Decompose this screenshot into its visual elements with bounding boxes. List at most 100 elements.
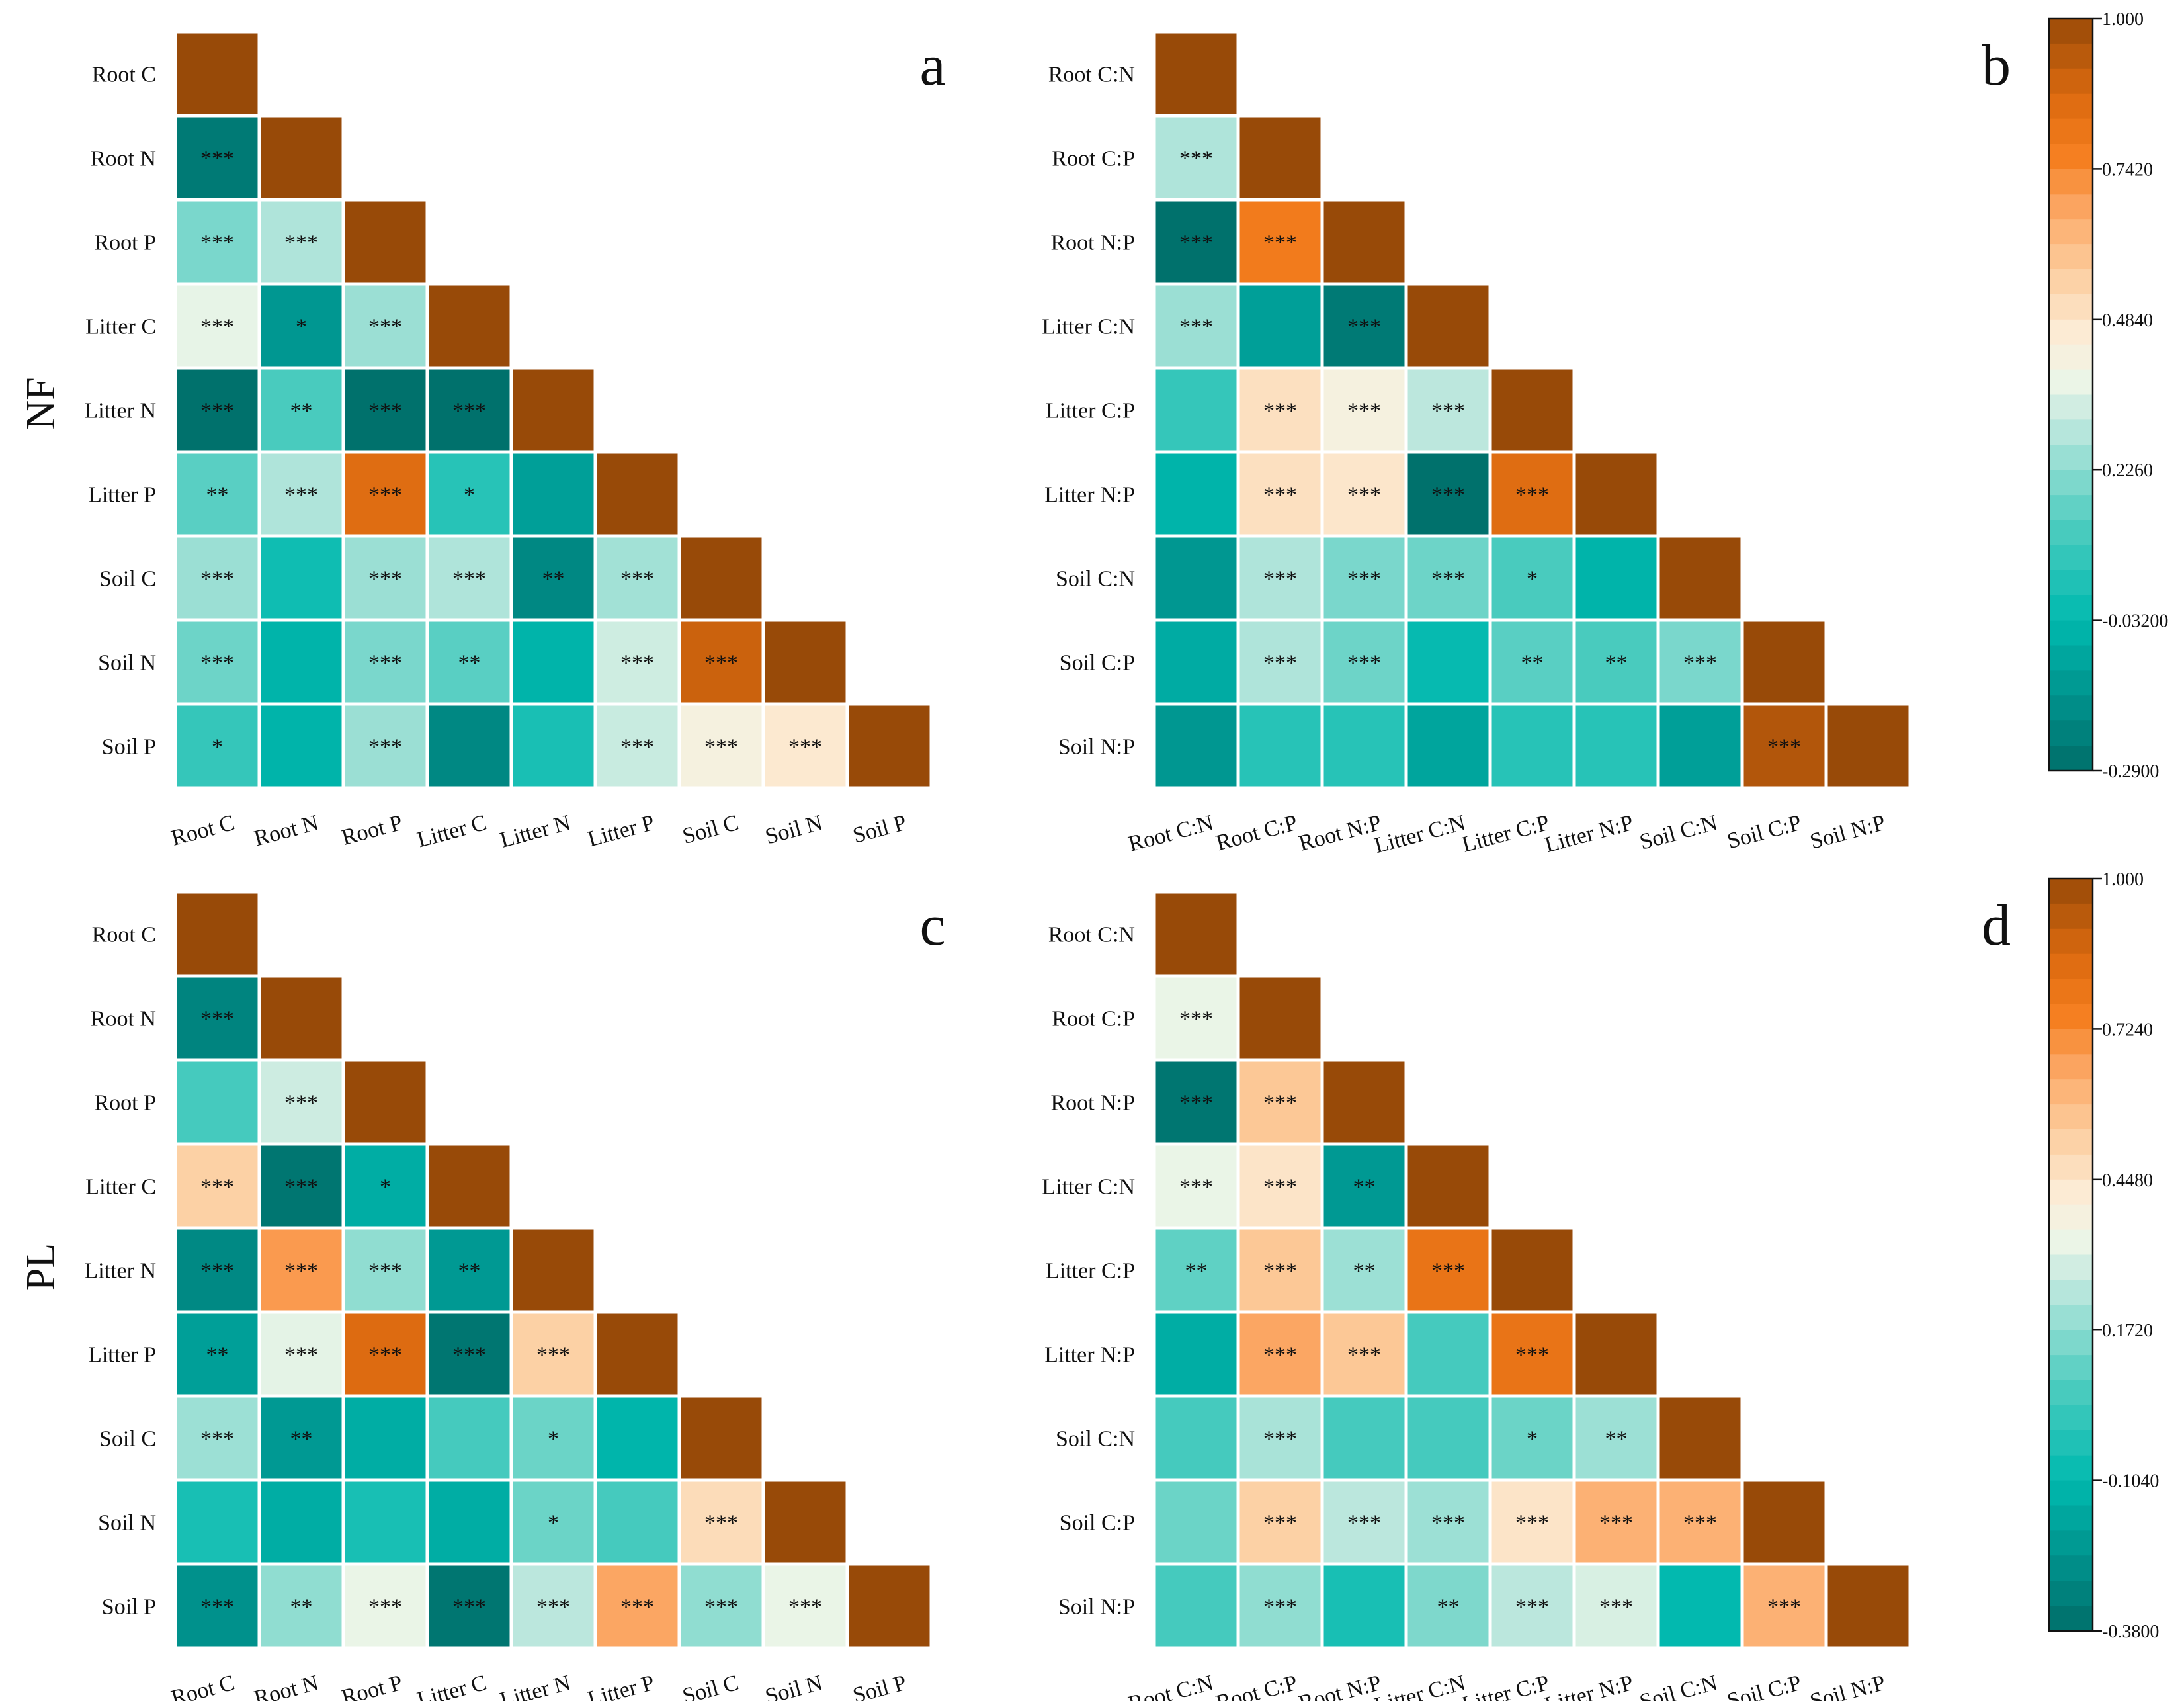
- heatmap-cell: [425, 1142, 513, 1230]
- heatmap-cell: [761, 1478, 849, 1566]
- colorbar-swatch: [2049, 269, 2093, 295]
- panel-letter: b: [1982, 34, 2011, 98]
- heatmap-cell: [173, 1058, 261, 1146]
- significance-label: ***: [200, 1259, 234, 1284]
- significance-label: ***: [704, 1511, 738, 1536]
- heatmap-cell: [1404, 1142, 1492, 1230]
- significance-label: ***: [1263, 399, 1297, 423]
- colorbar-swatch: [2049, 1455, 2093, 1481]
- colorbar-swatch: [2049, 620, 2093, 646]
- significance-label: ***: [704, 735, 738, 760]
- heatmap-cell: [425, 618, 513, 706]
- significance-label: ***: [1263, 1259, 1297, 1284]
- significance-label: ***: [1683, 651, 1717, 676]
- heatmap-cell: [1320, 702, 1408, 790]
- significance-label: ***: [284, 1259, 318, 1284]
- significance-label: *: [548, 1511, 559, 1536]
- heatmap-cell: [1404, 1310, 1492, 1398]
- heatmap-cell: [1656, 1394, 1744, 1482]
- heatmap-cell: [1152, 1394, 1240, 1482]
- heatmap-cell: [1152, 450, 1240, 538]
- significance-label: ***: [1767, 1595, 1801, 1620]
- heatmap-cell: [173, 1478, 261, 1566]
- y-tick-label: Soil N: [98, 1511, 156, 1536]
- heatmap-cell: [1236, 450, 1324, 538]
- significance-label: ***: [1431, 1511, 1465, 1536]
- colorbar-swatch: [2049, 928, 2093, 955]
- significance-label: ***: [1179, 1175, 1213, 1199]
- heatmap-cell: [677, 534, 765, 622]
- significance-label: ***: [1431, 399, 1465, 423]
- significance-label: ***: [200, 1427, 234, 1452]
- panel-letter: d: [1982, 894, 2011, 958]
- colorbar-tick-label: 0.4840: [2102, 310, 2153, 331]
- heatmap-cell: [1236, 534, 1324, 622]
- y-tick-label: Litter C: [85, 315, 156, 339]
- colorbar-swatch: [2049, 1054, 2093, 1080]
- heatmap-cell: [1152, 1058, 1240, 1146]
- heatmap-cell: [1236, 702, 1324, 790]
- row-title-pl: PL: [19, 1243, 63, 1291]
- colorbar-swatch: [2049, 979, 2093, 1005]
- heatmap-cell: [1572, 534, 1660, 622]
- colorbar-swatch: [2049, 879, 2093, 904]
- heatmap-cell: [1320, 1478, 1408, 1566]
- heatmap-cell: [1236, 282, 1324, 370]
- heatmap-cell: [173, 974, 261, 1062]
- significance-label: ***: [368, 1259, 402, 1284]
- significance-label: ***: [200, 231, 234, 255]
- significance-label: ***: [368, 567, 402, 591]
- significance-label: ***: [200, 399, 234, 423]
- heatmap-cell: [425, 1394, 513, 1482]
- significance-label: **: [1353, 1175, 1376, 1199]
- colorbar-swatch: [2049, 1254, 2093, 1280]
- heatmap-cell: [425, 1562, 513, 1650]
- heatmap-cell: [341, 1058, 429, 1146]
- heatmap-cell: [1152, 30, 1240, 118]
- heatmap-cell: [1740, 618, 1828, 706]
- heatmap-cell: [593, 450, 681, 538]
- y-tick-label: Root C:P: [1052, 1007, 1135, 1031]
- significance-label: ***: [1263, 483, 1297, 507]
- significance-label: ***: [368, 735, 402, 760]
- heatmap-cell: [593, 534, 681, 622]
- y-tick-label: Root C: [92, 923, 156, 947]
- heatmap-cell: [1152, 1478, 1240, 1566]
- heatmap-cell: [1404, 366, 1492, 454]
- colorbar-swatch: [2049, 244, 2093, 270]
- significance-label: ***: [452, 399, 486, 423]
- significance-label: ***: [536, 1343, 570, 1368]
- colorbar-swatch: [2049, 1581, 2093, 1606]
- heatmap-cell: [1740, 1478, 1828, 1566]
- significance-label: ***: [620, 1595, 654, 1620]
- significance-label: ***: [1431, 1259, 1465, 1284]
- significance-label: ***: [200, 567, 234, 591]
- heatmap-cell: [257, 1226, 345, 1314]
- y-tick-label: Soil C: [99, 1427, 156, 1452]
- heatmap-cell: [173, 366, 261, 454]
- colorbar-swatch: [2049, 219, 2093, 245]
- heatmap-cell: [1236, 1142, 1324, 1230]
- significance-label: **: [1605, 1427, 1628, 1452]
- colorbar-swatch: [2049, 520, 2093, 546]
- heatmap-cell: [257, 1562, 345, 1650]
- heatmap-cell: [1572, 1310, 1660, 1398]
- colorbar-swatch: [2049, 953, 2093, 980]
- heatmap-cell: [1488, 1226, 1576, 1314]
- colorbar-tick-label: 0.4480: [2102, 1170, 2153, 1191]
- heatmap-cell: [1320, 1394, 1408, 1482]
- colorbar-tick-label: 0.2260: [2102, 460, 2153, 481]
- heatmap-cell: [761, 618, 849, 706]
- heatmap-cell: [509, 366, 597, 454]
- significance-label: ***: [452, 1343, 486, 1368]
- colorbar-tick-label: 0.7240: [2102, 1020, 2153, 1040]
- heatmap-cell: [1152, 1310, 1240, 1398]
- significance-label: ***: [200, 651, 234, 676]
- significance-label: ***: [1683, 1511, 1717, 1536]
- y-tick-label: Litter N:P: [1044, 483, 1135, 507]
- significance-label: ***: [1347, 315, 1381, 339]
- significance-label: ***: [368, 483, 402, 507]
- colorbar-swatch: [2049, 43, 2093, 69]
- y-tick-label: Soil P: [102, 735, 156, 760]
- heatmap-cell: [1320, 1562, 1408, 1650]
